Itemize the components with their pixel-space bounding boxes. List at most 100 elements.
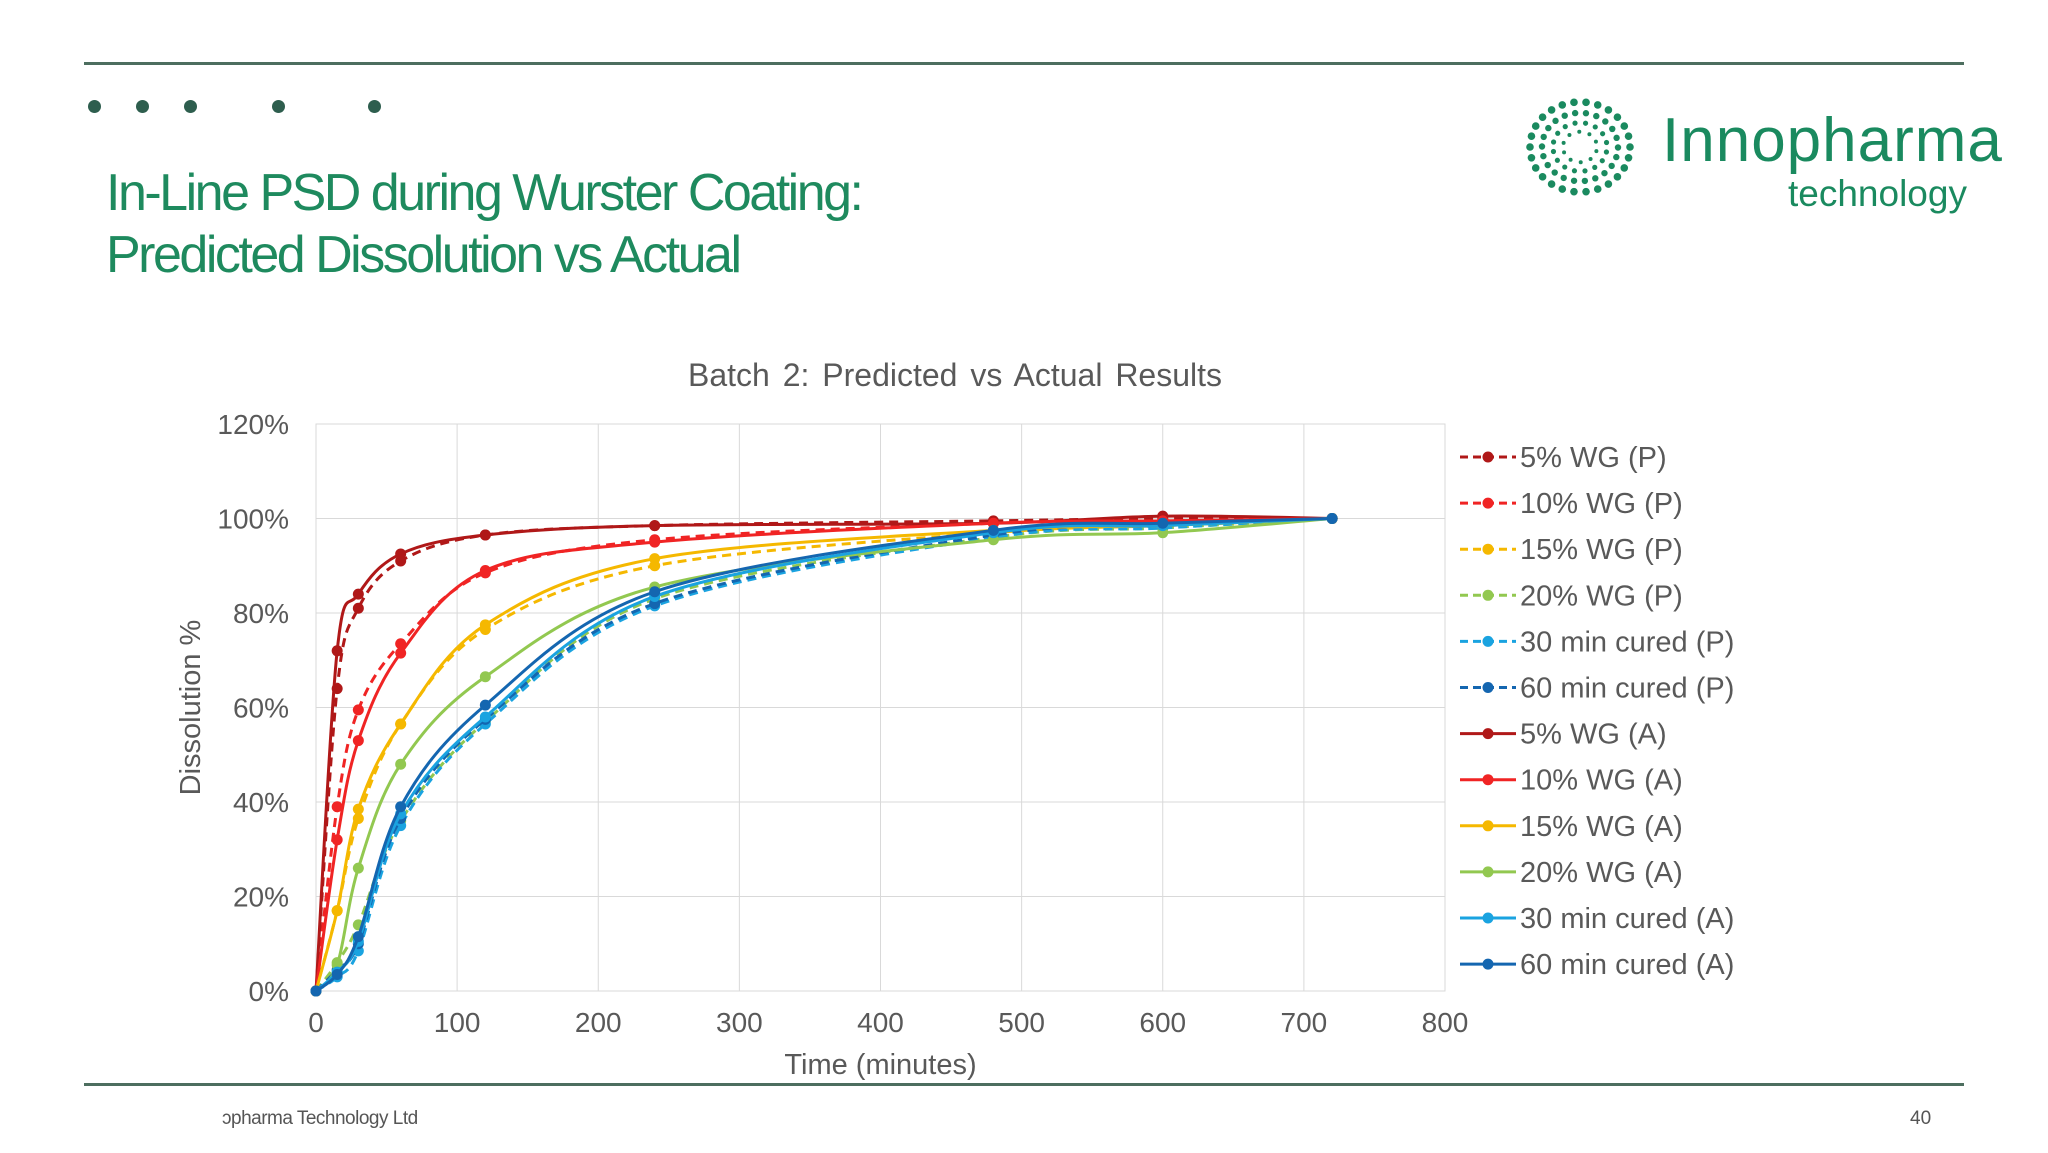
x-tick-label: 200 [575,1007,622,1038]
x-tick-label: 700 [1281,1007,1328,1038]
logo-dot [1593,185,1602,193]
innopharma-logo-icon [1526,98,1634,196]
logo-dot [1531,164,1540,172]
logo-dot [1568,157,1573,162]
data-point [331,905,343,917]
series-line [314,517,1333,992]
logo-dot [1582,168,1588,174]
x-tick-label: 400 [857,1007,904,1038]
logo-dot [1545,124,1552,132]
logo-dot [1558,185,1567,193]
slide-title-line2: Predicted Dissolution vs Actual [106,226,742,284]
data-point [395,548,407,560]
dissolution-chart: 0 100 200 300 400 500 600 700 800 0% 20% 40% 60% 80% 1… [175,357,1734,1081]
logo-dot [1603,149,1610,155]
decor-dot [88,100,101,113]
data-point [649,586,661,598]
data-point [395,801,407,813]
legend-item: 10% WG (P) [1460,488,1683,520]
data-point [331,801,343,813]
legend-label: 20% WG (P) [1520,580,1683,612]
data-point [987,524,999,536]
data-point [352,704,364,716]
legend-marker [1482,589,1494,601]
logo-dot [1571,109,1579,117]
logo-dot [1551,169,1558,176]
footer-text: ɔpharma Technology Ltd [222,1108,418,1129]
series-line [315,517,1333,993]
legend-item: 5% WG (A) [1460,719,1667,751]
data-point [352,602,364,614]
logo-name: Innopharma [1662,106,2003,175]
legend-marker [1482,958,1494,970]
data-point [331,968,343,980]
logo-dot [1602,118,1609,125]
logo-dot [1570,177,1578,184]
logo-dot [1604,106,1613,114]
chart-title: Batch 2: Predicted vs Actual Results [688,357,1222,393]
logo-dot [1561,112,1568,119]
logo-dot [1562,164,1568,170]
data-point [352,931,364,943]
slide-title-line1: In-Line PSD during Wurster Coating: [106,164,864,222]
legend-label: 15% WG (P) [1520,534,1683,566]
logo-dot [1571,168,1578,174]
data-point [479,564,491,576]
logo-dot [1593,112,1600,120]
data-point [352,735,364,747]
legend-label: 60 min cured (A) [1520,949,1734,981]
logo-dot [1570,98,1578,107]
y-axis-label: Dissolution % [175,620,207,796]
x-axis-label: Time (minutes) [784,1049,976,1081]
data-point [331,834,343,846]
legend-marker [1482,728,1494,740]
logo-dot [1558,101,1567,109]
decor-dot [368,100,381,113]
logo-dot [1581,177,1589,185]
logo-dot [1555,130,1561,136]
logo-dot [1624,132,1633,141]
data-point [352,803,364,815]
logo-dot [1624,153,1633,162]
legend-item: 10% WG (A) [1460,765,1683,797]
data-point [649,536,661,548]
logo-dot [1562,124,1568,130]
logo-dot [1561,140,1566,145]
legend-item: 30 min cured (A) [1460,903,1734,935]
legend-marker [1482,497,1494,509]
logo-dot [1554,157,1560,163]
page-number: 40 [1910,1108,1932,1129]
x-tick-label: 500 [998,1007,1045,1038]
legend-item: 15% WG (P) [1460,534,1683,566]
legend-item: 60 min cured (A) [1460,949,1734,981]
legend-marker [1482,451,1494,463]
y-tick-label: 80% [233,598,289,629]
data-point [479,529,491,541]
logo-dot [1592,124,1598,130]
logo-dot [1582,110,1590,117]
x-tick-label: 600 [1139,1007,1186,1038]
y-tick-label: 0% [249,976,289,1007]
legend-label: 10% WG (P) [1520,488,1683,520]
legend-item: 60 min cured (P) [1460,673,1734,705]
logo-dot [1526,143,1534,151]
slide-title: In-Line PSD during Wurster Coating: Pred… [106,162,864,286]
legend-marker [1482,912,1494,924]
logo-dot [1582,98,1590,107]
data-point [479,699,491,711]
logo-dot [1609,125,1616,133]
logo-dot [1552,117,1559,125]
logo-dot [1626,143,1634,151]
data-point [649,520,661,532]
logo-dot [1572,120,1578,126]
series-line [314,517,1333,993]
logo-dot [1604,180,1613,188]
data-point [395,638,407,650]
logo-dot [1578,160,1583,165]
data-point [1157,517,1169,529]
bottom-rule [84,1083,1964,1086]
logo-dot [1594,149,1599,154]
data-point [479,619,491,631]
legend-label: 20% WG (A) [1520,857,1683,889]
legend-marker [1482,866,1494,878]
